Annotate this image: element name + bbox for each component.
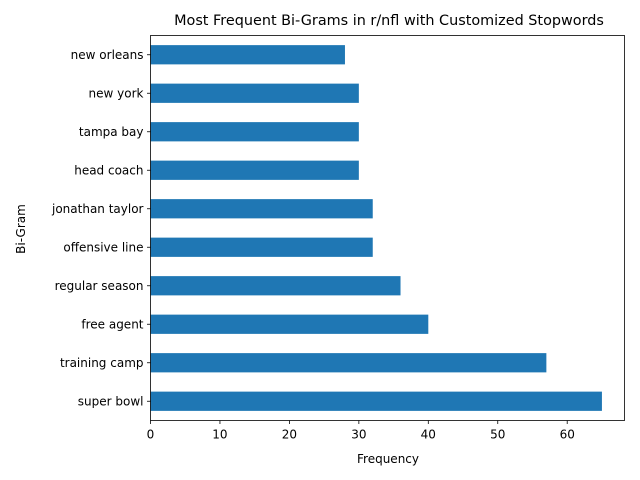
x-tick-label: 0 xyxy=(147,428,155,442)
bar-offensive-line xyxy=(150,237,373,257)
bar-tampa-bay xyxy=(150,122,359,142)
bar-head-coach xyxy=(150,160,359,180)
x-tick-label: 60 xyxy=(560,428,575,442)
bar-free-agent xyxy=(150,314,429,334)
x-tick-label: 10 xyxy=(212,428,227,442)
y-tick-label: new york xyxy=(89,86,144,100)
bar-new-orleans xyxy=(150,45,345,65)
bars-group xyxy=(150,45,602,411)
x-tick-label: 30 xyxy=(351,428,366,442)
bar-regular-season xyxy=(150,276,401,296)
plot-frame xyxy=(150,35,625,421)
y-tick-label: offensive line xyxy=(63,240,143,254)
bar-jonathan-taylor xyxy=(150,199,373,219)
bar-super-bowl xyxy=(150,391,602,411)
y-tick-label: head coach xyxy=(74,163,143,177)
bar-training-camp xyxy=(150,353,547,373)
x-tick-label: 20 xyxy=(282,428,297,442)
y-tick-label: super bowl xyxy=(78,394,144,408)
chart-title: Most Frequent Bi-Grams in r/nfl with Cus… xyxy=(174,13,604,29)
x-tick-label: 50 xyxy=(490,428,505,442)
y-tick-label: new orleans xyxy=(71,48,144,62)
x-ticks-group: 0 10 20 30 40 50 60 xyxy=(147,420,575,442)
x-tick-label: 40 xyxy=(421,428,436,442)
y-tick-label: regular season xyxy=(55,279,144,293)
y-tick-label: free agent xyxy=(81,317,143,331)
y-axis-title: Bi-Gram xyxy=(14,204,28,254)
bar-new-york xyxy=(150,83,359,103)
y-tick-label: jonathan taylor xyxy=(51,202,144,216)
y-tick-label: training camp xyxy=(60,356,144,370)
x-axis-title: Frequency xyxy=(357,452,419,466)
y-ticks-group: super bowl training camp free agent regular… xyxy=(51,48,151,408)
y-tick-label: tampa bay xyxy=(79,125,144,139)
